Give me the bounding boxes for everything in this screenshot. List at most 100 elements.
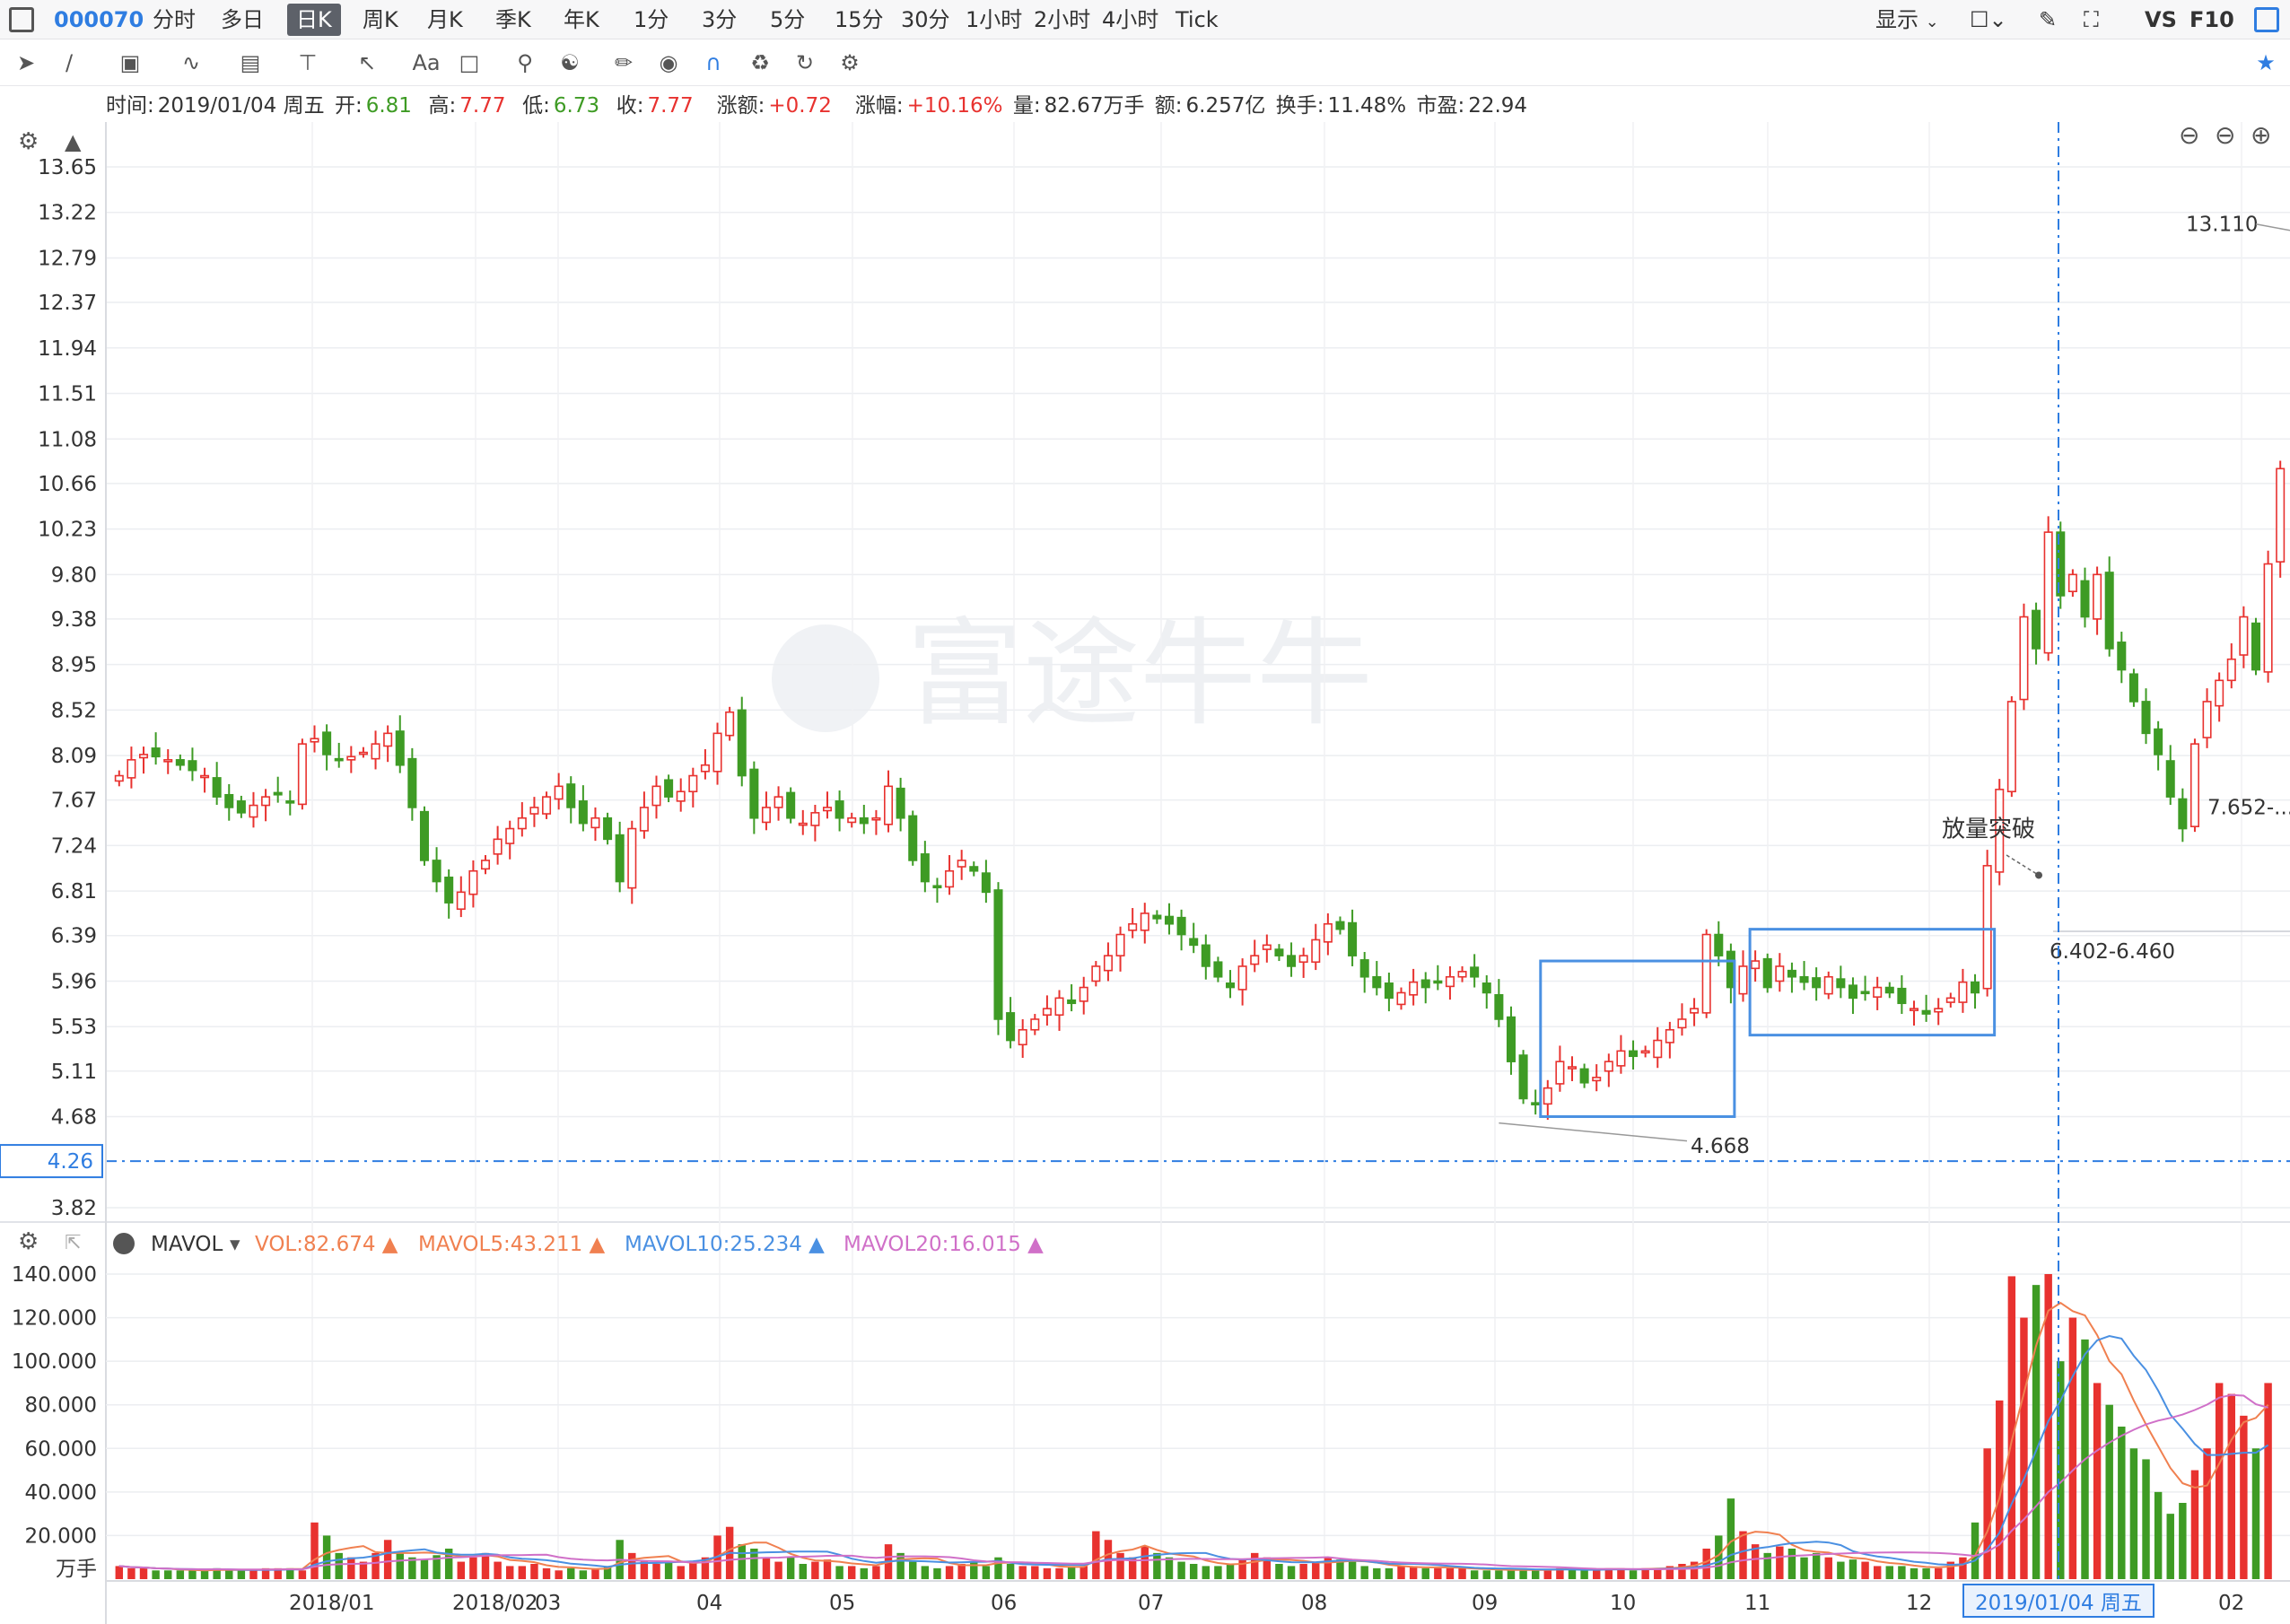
close-indicator-icon[interactable] — [113, 1233, 135, 1254]
collapse-icon[interactable]: ▲ — [65, 129, 82, 154]
indicator-icon[interactable]: ☯ — [560, 50, 580, 75]
wave-tool-icon[interactable]: ∿ — [181, 50, 201, 75]
period-tab-2[interactable]: 日K — [287, 4, 341, 36]
volume-bar — [2142, 1459, 2150, 1579]
f10-button[interactable]: F10 — [2189, 7, 2234, 32]
period-tab-10[interactable]: 15分 — [835, 7, 884, 32]
period-tab-12[interactable]: 1小时 — [966, 7, 1023, 32]
price-tick-label: 11.51 — [38, 383, 97, 406]
close-value: 7.77 — [647, 94, 694, 118]
arrow-tool-icon[interactable]: ↖ — [357, 50, 377, 75]
period-tab-13[interactable]: 2小时 — [1034, 7, 1091, 32]
period-tab-3[interactable]: 周K — [363, 7, 398, 32]
candle-body — [700, 764, 710, 773]
trash-icon[interactable]: ♻ — [750, 50, 770, 75]
volume-settings-icon[interactable]: ⚙ — [18, 1228, 39, 1255]
period-tab-15[interactable]: Tick — [1176, 7, 1219, 32]
text-tool-icon[interactable]: Aa — [412, 50, 441, 75]
candle-body — [1921, 1009, 1931, 1015]
rect-tool-icon[interactable]: ▣ — [119, 50, 141, 75]
candle — [1506, 1006, 1516, 1075]
zoom-icon[interactable]: ⚲ — [517, 50, 533, 75]
eye-icon[interactable]: ◉ — [659, 50, 678, 75]
box-select-icon[interactable]: ☐⌄ — [1970, 7, 2007, 32]
sync-icon[interactable]: ↻ — [795, 50, 815, 75]
volume-bar — [1934, 1567, 1943, 1579]
volume-bar — [139, 1567, 148, 1579]
period-tab-4[interactable]: 月K — [427, 7, 463, 32]
volume-bar — [1299, 1564, 1307, 1579]
vs-button[interactable]: VS — [2145, 7, 2177, 32]
minus-circle-icon[interactable]: ⊖ — [2215, 122, 2235, 150]
candle-body — [2202, 701, 2212, 738]
period-tab-6[interactable]: 年K — [564, 7, 599, 32]
display-menu[interactable]: 显示 ⌄ — [1875, 0, 1939, 39]
cursor-icon[interactable]: ➤ — [16, 50, 36, 75]
expand-icon[interactable]: ⇱ — [65, 1232, 81, 1254]
plus-icon[interactable]: ⊕ — [2251, 122, 2271, 150]
price-settings-icon[interactable]: ⚙ — [18, 128, 39, 155]
volume-bar — [1861, 1561, 1869, 1579]
magnet-icon[interactable]: ∩ — [705, 50, 721, 75]
minus-icon[interactable]: ⊖ — [2179, 122, 2199, 150]
indicator-chevron-icon[interactable]: ▾ — [230, 1233, 240, 1256]
candle — [1543, 1079, 1552, 1121]
fib-tool-icon[interactable]: ▤ — [240, 50, 261, 75]
candle-body — [1237, 965, 1247, 991]
volume-bar — [469, 1557, 477, 1579]
volume-bar — [2007, 1276, 2016, 1579]
candles — [114, 460, 2286, 1121]
candle — [1934, 998, 1944, 1026]
indicator-name[interactable]: MAVOL — [151, 1233, 223, 1256]
fullscreen-icon[interactable]: ⛶ — [2084, 7, 2099, 32]
change-value: +0.72 — [768, 94, 832, 118]
volume-bar — [494, 1561, 502, 1579]
period-tab-9[interactable]: 5分 — [770, 7, 806, 32]
candle — [615, 821, 625, 893]
candle-body — [1567, 1066, 1578, 1070]
comment-icon[interactable]: □ — [459, 50, 480, 75]
volume-bar — [1360, 1566, 1368, 1579]
pin-icon[interactable]: ★ — [2256, 50, 2276, 75]
candle-body — [2104, 572, 2114, 650]
volume-bar — [664, 1561, 673, 1579]
line-tool-icon[interactable]: ∕ — [65, 50, 74, 75]
volume-bar — [1641, 1567, 1649, 1579]
pct-value: +10.16% — [906, 94, 1003, 118]
price-tick-label: 8.95 — [51, 654, 97, 677]
pen-icon[interactable]: ✏ — [614, 50, 634, 75]
current-price-label: 4.26 — [48, 1150, 93, 1174]
volume-bar — [1824, 1557, 1832, 1579]
period-tab-0[interactable]: 分时 — [153, 7, 196, 32]
volume-bar — [518, 1566, 527, 1579]
drawing-toolbar: ➤ ∕ ▣ ∿ ▤ ⊤ ↖ Aa □ ⚲ ☯ ✏ ◉ ∩ ♻ ↻ ⚙ ★ — [0, 39, 2290, 86]
candle-body — [1164, 915, 1175, 925]
volume-bar — [188, 1570, 197, 1579]
candle — [1762, 953, 1772, 993]
volume-bar — [127, 1567, 135, 1579]
panel-toggle-icon[interactable] — [2254, 7, 2279, 32]
volume-bar — [2264, 1383, 2272, 1579]
candle — [200, 767, 210, 793]
candle-body — [1335, 921, 1345, 930]
period-tab-7[interactable]: 1分 — [634, 7, 669, 32]
layout-toggle-icon[interactable] — [9, 7, 34, 32]
candle-body — [505, 827, 515, 844]
candle — [456, 876, 466, 918]
level-tool-icon[interactable]: ⊤ — [298, 50, 318, 75]
period-tab-8[interactable]: 3分 — [702, 7, 738, 32]
candle — [2165, 745, 2175, 805]
kline-chart[interactable]: 富途牛牛 13.65 13.22 12.79 12.37 11.94 11.51 11.08… — [0, 122, 2290, 1624]
settings-icon[interactable]: ⚙ — [840, 50, 860, 75]
candle-body — [664, 779, 674, 798]
period-tab-5[interactable]: 季K — [495, 7, 531, 32]
period-tab-1[interactable]: 多日 — [221, 7, 264, 32]
stock-code[interactable]: 000070 — [54, 7, 144, 32]
volume-bar — [444, 1549, 453, 1579]
candle — [383, 725, 393, 763]
period-tab-14[interactable]: 4小时 — [1102, 7, 1159, 32]
brush-icon[interactable]: ✎ — [2039, 7, 2058, 32]
volume-bar — [298, 1570, 307, 1579]
period-tab-11[interactable]: 30分 — [901, 7, 950, 32]
candle-body — [2189, 743, 2199, 827]
